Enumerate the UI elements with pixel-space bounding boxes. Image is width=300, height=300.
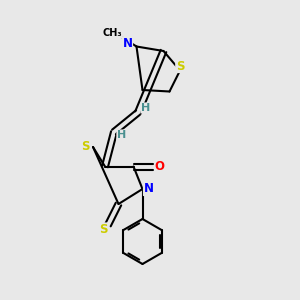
Text: H: H <box>141 103 150 113</box>
Text: N: N <box>143 182 154 196</box>
Text: S: S <box>81 140 90 154</box>
Text: O: O <box>154 160 165 173</box>
Text: N: N <box>122 37 133 50</box>
Text: H: H <box>117 130 126 140</box>
Text: CH₃: CH₃ <box>103 28 122 38</box>
Text: S: S <box>176 59 184 73</box>
Text: S: S <box>99 223 108 236</box>
